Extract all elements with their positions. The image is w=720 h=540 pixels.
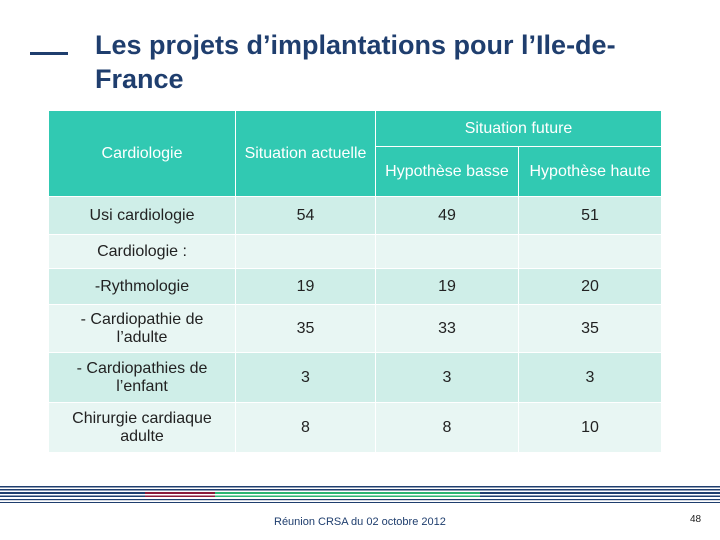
- header-hypothese-haute: Hypothèse haute: [518, 146, 662, 197]
- projects-table: Cardiologie Situation actuelle Situation…: [48, 110, 662, 453]
- cell-current: 8: [235, 402, 376, 453]
- row-label: - Cardiopathies de l’enfant: [48, 352, 236, 403]
- cell-low: 49: [375, 196, 519, 235]
- row-label: Cardiologie :: [48, 234, 236, 269]
- cell-high: 10: [518, 402, 662, 453]
- cell-low: 8: [375, 402, 519, 453]
- cell-low: [375, 234, 519, 269]
- row-label: Usi cardiologie: [48, 196, 236, 235]
- cell-high: 51: [518, 196, 662, 235]
- table-row: Chirurgie cardiaque adulte 8 8 10: [48, 402, 662, 453]
- table-row: - Cardiopathies de l’enfant 3 3 3: [48, 352, 662, 403]
- table-row: Usi cardiologie 54 49 51: [48, 196, 662, 235]
- row-label: Chirurgie cardiaque adulte: [48, 402, 236, 453]
- footer-stripes-decoration: [0, 486, 720, 503]
- header-situation-actuelle: Situation actuelle: [235, 110, 376, 197]
- table-row: Cardiologie :: [48, 234, 662, 269]
- cell-low: 33: [375, 304, 519, 353]
- header-cardiologie: Cardiologie: [48, 110, 236, 197]
- cell-low: 3: [375, 352, 519, 403]
- header-situation-future: Situation future: [375, 110, 662, 147]
- cell-high: 20: [518, 268, 662, 305]
- cell-current: 35: [235, 304, 376, 353]
- table-row: - Cardiopathie de l’adulte 35 33 35: [48, 304, 662, 353]
- cell-high: [518, 234, 662, 269]
- page-title: Les projets d’implantations pour l’Ile-d…: [95, 30, 616, 94]
- table-row: -Rythmologie 19 19 20: [48, 268, 662, 305]
- footer-text: Réunion CRSA du 02 octobre 2012: [274, 516, 446, 528]
- cell-low: 19: [375, 268, 519, 305]
- row-label: - Cardiopathie de l’adulte: [48, 304, 236, 353]
- title-accent-bar: [30, 52, 68, 55]
- header-hypothese-basse: Hypothèse basse: [375, 146, 519, 197]
- header-row-top: Cardiologie Situation actuelle Situation…: [48, 110, 662, 197]
- cell-current: 3: [235, 352, 376, 403]
- row-label: -Rythmologie: [48, 268, 236, 305]
- cell-current: 19: [235, 268, 376, 305]
- header-row-bottom: Hypothèse basse Hypothèse haute: [49, 146, 662, 197]
- cell-current: [235, 234, 376, 269]
- cell-current: 54: [235, 196, 376, 235]
- cell-high: 3: [518, 352, 662, 403]
- page-number: 48: [690, 514, 702, 525]
- cell-high: 35: [518, 304, 662, 353]
